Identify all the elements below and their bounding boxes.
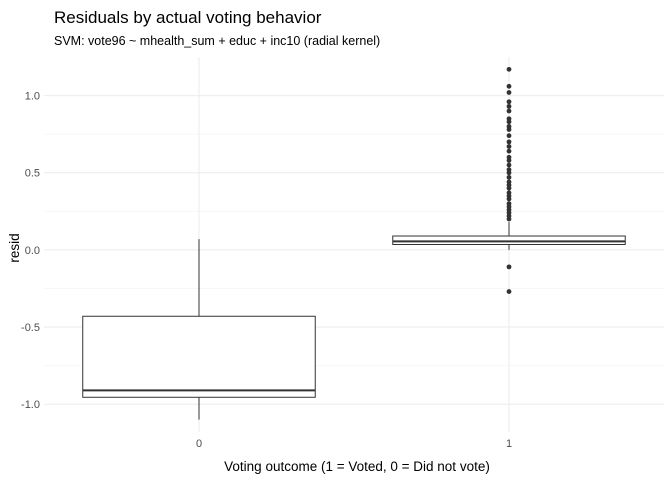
y-tick-label: -0.5 [21,322,40,334]
y-tick-label: -1.0 [21,399,40,411]
y-tick-label: 0.5 [25,168,40,180]
boxes [82,66,626,420]
y-axis-title: resid [7,233,22,262]
box-1 [392,66,626,294]
outlier-point [506,144,512,149]
outlier-point [506,103,512,109]
x-tick-label: 0 [196,438,202,450]
box-iqr [392,235,626,245]
chart-title: Residuals by actual voting behavior [54,8,322,27]
x-tick-label: 1 [506,438,512,450]
outlier-point [506,133,512,139]
outlier-point [506,264,512,270]
chart-subtitle: SVM: vote96 ~ mhealth_sum + educ + inc10… [54,34,380,48]
outlier-point [506,66,512,72]
outlier-point [506,162,512,168]
y-axis-ticks: -1.0 -0.5 0.0 0.5 1.0 [21,91,40,412]
outlier-point [506,190,512,196]
outlier-point [506,116,512,122]
outlier-point [506,179,512,185]
outlier-point [506,154,512,160]
y-tick-label: 0.0 [25,245,40,257]
outlier-point [506,201,512,207]
box-iqr [82,315,316,398]
box-0 [82,239,316,420]
outlier-point [506,108,512,114]
outlier-point [506,90,512,95]
outlier-point [506,174,512,180]
outlier-point [506,289,512,294]
x-axis-title: Voting outcome (1 = Voted, 0 = Did not v… [224,459,490,474]
outlier-point [506,99,512,105]
outlier-point [506,167,512,173]
y-tick-label: 1.0 [25,91,40,103]
outlier-point [506,83,512,89]
outlier-point [506,148,512,154]
outlier-point [506,139,512,145]
outlier-point [506,124,512,129]
